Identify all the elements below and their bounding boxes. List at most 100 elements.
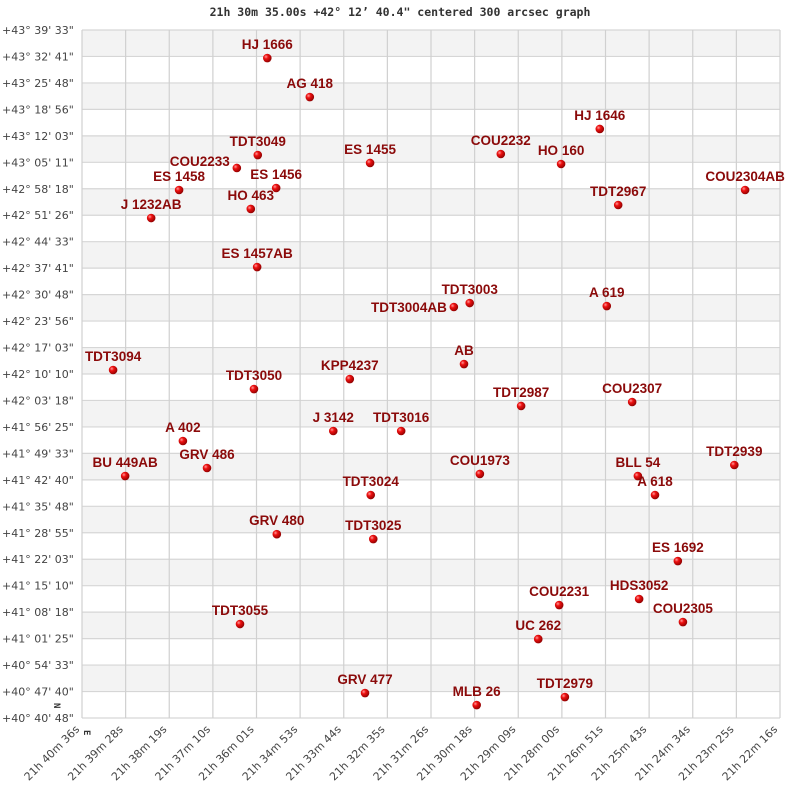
star-marker[interactable]: [602, 301, 612, 311]
star-point[interactable]: BLL 54: [615, 455, 661, 481]
star-point[interactable]: TDT3003: [442, 282, 499, 308]
star-marker[interactable]: [174, 185, 184, 195]
star-point[interactable]: ES 1692: [652, 540, 704, 566]
star-point[interactable]: HO 463: [228, 188, 275, 214]
star-point[interactable]: COU2232: [471, 133, 531, 159]
star-point[interactable]: TDT3049: [230, 134, 286, 160]
star-marker[interactable]: [613, 200, 623, 210]
star-marker[interactable]: [345, 374, 355, 384]
star-marker[interactable]: [740, 185, 750, 195]
star-marker[interactable]: [202, 463, 212, 473]
star-point[interactable]: GRV 480: [249, 513, 304, 539]
star-marker[interactable]: [627, 397, 637, 407]
star-point[interactable]: TDT2979: [537, 676, 593, 702]
star-point[interactable]: KPP4237: [321, 358, 379, 384]
star-marker[interactable]: [560, 692, 570, 702]
star-marker[interactable]: [449, 302, 459, 312]
star-point[interactable]: J 1232AB: [121, 197, 182, 223]
star-point[interactable]: ES 1455: [344, 142, 396, 168]
star-marker[interactable]: [556, 159, 566, 169]
star-marker[interactable]: [459, 359, 469, 369]
star-label: TDT3055: [212, 603, 269, 618]
star-marker[interactable]: [634, 594, 644, 604]
y-tick-label: +42° 51' 26": [2, 209, 74, 222]
star-point[interactable]: ES 1458: [153, 169, 205, 195]
star-point[interactable]: TDT3094: [85, 349, 142, 375]
star-point[interactable]: TDT3004AB: [371, 300, 459, 315]
star-point[interactable]: TDT3024: [343, 474, 400, 500]
star-point[interactable]: HJ 1646: [574, 108, 626, 134]
star-point[interactable]: A 402: [165, 420, 201, 446]
star-marker[interactable]: [516, 401, 526, 411]
star-marker[interactable]: [108, 365, 118, 375]
star-point[interactable]: MLB 26: [453, 684, 502, 710]
star-point[interactable]: TDT2987: [493, 385, 549, 411]
star-marker[interactable]: [252, 262, 262, 272]
star-point[interactable]: HDS3052: [610, 578, 669, 604]
star-point[interactable]: TDT3050: [226, 368, 282, 394]
star-point[interactable]: A 618: [637, 474, 673, 500]
star-marker[interactable]: [235, 619, 245, 629]
star-point[interactable]: BU 449AB: [93, 455, 159, 481]
star-marker[interactable]: [271, 183, 281, 193]
star-point[interactable]: COU2305: [653, 601, 714, 627]
y-tick-label: +40° 40' 48": [2, 712, 74, 725]
star-marker[interactable]: [146, 213, 156, 223]
y-tick-label: +41° 56' 25": [2, 421, 74, 434]
star-point[interactable]: ES 1457AB: [221, 246, 293, 272]
star-point[interactable]: J 3142: [313, 410, 354, 436]
star-marker[interactable]: [554, 600, 564, 610]
star-point[interactable]: HJ 1666: [242, 37, 294, 63]
star-marker[interactable]: [246, 204, 256, 214]
star-point[interactable]: AB: [454, 343, 474, 369]
star-point[interactable]: GRV 486: [179, 447, 235, 473]
star-marker[interactable]: [366, 490, 376, 500]
chart-title: 21h 30m 35.00s +42° 12’ 40.4" centered 3…: [209, 5, 591, 19]
star-marker[interactable]: [633, 471, 643, 481]
star-marker[interactable]: [120, 471, 130, 481]
star-label: TDT3024: [343, 474, 400, 489]
star-marker[interactable]: [262, 53, 272, 63]
star-marker[interactable]: [673, 556, 683, 566]
star-point[interactable]: AG 418: [287, 76, 334, 102]
star-point[interactable]: TDT3016: [373, 410, 430, 436]
star-point[interactable]: COU2233: [170, 154, 242, 173]
star-point[interactable]: UC 262: [515, 618, 561, 644]
star-marker[interactable]: [272, 529, 282, 539]
star-marker[interactable]: [396, 426, 406, 436]
star-marker[interactable]: [365, 158, 375, 168]
star-marker[interactable]: [465, 298, 475, 308]
star-marker[interactable]: [305, 92, 315, 102]
star-point[interactable]: TDT3055: [212, 603, 269, 629]
star-marker[interactable]: [472, 700, 481, 710]
star-marker[interactable]: [368, 534, 378, 544]
star-marker[interactable]: [249, 384, 259, 394]
star-point[interactable]: COU2307: [602, 381, 662, 407]
star-marker[interactable]: [730, 460, 739, 470]
star-marker[interactable]: [678, 617, 688, 627]
star-point[interactable]: A 619: [589, 285, 625, 311]
star-point[interactable]: COU2304AB: [705, 169, 785, 195]
star-marker[interactable]: [595, 124, 605, 134]
star-marker[interactable]: [475, 469, 485, 479]
star-marker[interactable]: [360, 688, 370, 698]
star-marker[interactable]: [253, 150, 263, 160]
star-marker[interactable]: [496, 149, 506, 159]
star-label: HO 463: [228, 188, 275, 203]
star-label: TDT3003: [442, 282, 499, 297]
star-point[interactable]: TDT2967: [590, 184, 646, 210]
star-point[interactable]: COU2231: [529, 584, 590, 610]
star-point[interactable]: HO 160: [538, 143, 585, 169]
star-marker[interactable]: [533, 634, 543, 644]
star-marker[interactable]: [650, 490, 660, 500]
star-marker[interactable]: [328, 426, 338, 436]
star-point[interactable]: TDT2939: [706, 444, 762, 470]
y-tick-label: +42° 23' 56": [2, 315, 74, 328]
star-point[interactable]: ES 1456: [250, 167, 303, 193]
star-marker[interactable]: [178, 436, 188, 446]
star-point[interactable]: GRV 477: [337, 672, 393, 698]
star-marker[interactable]: [232, 163, 242, 173]
star-label: TDT2967: [590, 184, 646, 199]
star-point[interactable]: TDT3025: [345, 518, 402, 544]
star-point[interactable]: COU1973: [450, 453, 511, 479]
